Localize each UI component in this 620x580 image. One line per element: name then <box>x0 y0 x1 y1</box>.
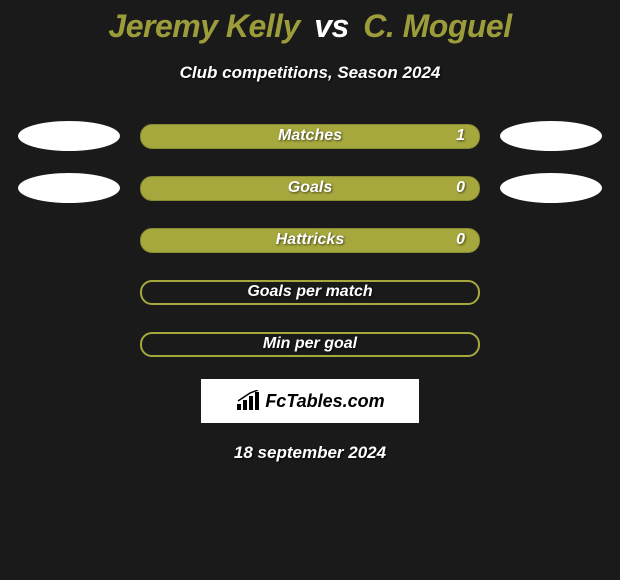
stat-row-goals: Goals 0 <box>0 173 620 203</box>
stat-row-hattricks: Hattricks 0 <box>0 225 620 255</box>
stats-rows: Matches 1 Goals 0 Hattricks 0 Goals <box>0 121 620 359</box>
left-ellipse <box>18 173 120 203</box>
chart-icon <box>235 390 261 412</box>
right-ellipse <box>500 173 602 203</box>
stat-bar: Goals per match <box>140 280 480 305</box>
stat-label: Goals per match <box>247 283 372 301</box>
logo-text: FcTables.com <box>265 391 384 412</box>
stat-row-matches: Matches 1 <box>0 121 620 151</box>
date-text: 18 september 2024 <box>0 443 620 463</box>
stat-bar: Matches 1 <box>140 124 480 149</box>
stat-bar: Hattricks 0 <box>140 228 480 253</box>
stat-value: 1 <box>456 127 465 145</box>
stat-label: Goals <box>288 179 332 197</box>
player2-name: C. Moguel <box>363 8 511 44</box>
stat-value: 0 <box>456 231 465 249</box>
right-ellipse <box>500 121 602 151</box>
logo-box: FcTables.com <box>201 379 419 423</box>
subtitle: Club competitions, Season 2024 <box>0 63 620 83</box>
stat-value: 0 <box>456 179 465 197</box>
comparison-card: Jeremy Kelly vs C. Moguel Club competiti… <box>0 0 620 463</box>
stat-bar: Goals 0 <box>140 176 480 201</box>
player1-name: Jeremy Kelly <box>108 8 299 44</box>
stat-label: Min per goal <box>263 335 357 353</box>
title: Jeremy Kelly vs C. Moguel <box>0 8 620 45</box>
stat-bar: Min per goal <box>140 332 480 357</box>
left-ellipse <box>18 121 120 151</box>
stat-label: Hattricks <box>276 231 344 249</box>
stat-row-min-per-goal: Min per goal <box>0 329 620 359</box>
stat-row-goals-per-match: Goals per match <box>0 277 620 307</box>
vs-text: vs <box>314 8 349 44</box>
stat-label: Matches <box>278 127 342 145</box>
